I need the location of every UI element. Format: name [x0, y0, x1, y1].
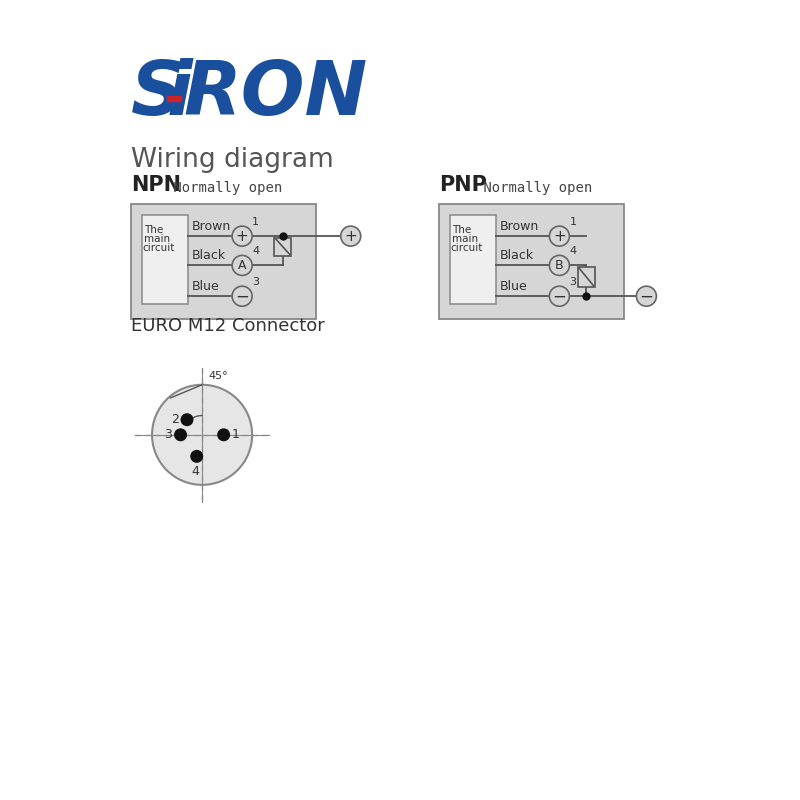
- Text: Brown: Brown: [191, 220, 230, 233]
- Text: Wiring diagram: Wiring diagram: [131, 147, 334, 173]
- Text: The: The: [451, 225, 471, 234]
- Text: Blue: Blue: [499, 280, 527, 293]
- Text: 45°: 45°: [208, 371, 228, 381]
- Text: −: −: [639, 287, 654, 305]
- Text: +: +: [553, 229, 566, 244]
- Bar: [439, 204, 624, 319]
- Text: RON: RON: [184, 58, 368, 130]
- Text: B: B: [555, 259, 564, 272]
- Text: PNP: PNP: [439, 174, 487, 194]
- Bar: [274, 238, 291, 256]
- Text: 3: 3: [570, 277, 576, 287]
- Text: Black: Black: [191, 250, 226, 262]
- Circle shape: [174, 429, 186, 441]
- Text: −: −: [553, 287, 566, 305]
- Text: main: main: [143, 234, 170, 244]
- Circle shape: [550, 286, 570, 306]
- Text: Blue: Blue: [191, 280, 219, 293]
- Text: Normally open: Normally open: [165, 182, 282, 195]
- Bar: [167, 93, 181, 102]
- Text: EURO M12 Connector: EURO M12 Connector: [131, 317, 325, 334]
- Text: 1: 1: [252, 217, 259, 227]
- Text: 1: 1: [570, 217, 576, 227]
- Text: Black: Black: [499, 250, 534, 262]
- Circle shape: [182, 414, 193, 426]
- Circle shape: [341, 226, 361, 246]
- Text: +: +: [344, 229, 357, 244]
- Text: 4: 4: [252, 246, 259, 256]
- Circle shape: [191, 450, 202, 462]
- Bar: [142, 215, 188, 304]
- Circle shape: [232, 255, 252, 275]
- Circle shape: [636, 286, 656, 306]
- Text: 4: 4: [570, 246, 577, 256]
- Bar: [450, 215, 496, 304]
- Text: Normally open: Normally open: [474, 182, 592, 195]
- Text: 3: 3: [252, 277, 259, 287]
- Bar: [131, 204, 316, 319]
- Circle shape: [550, 255, 570, 275]
- Text: S: S: [131, 58, 186, 130]
- Text: 2: 2: [170, 414, 178, 426]
- Bar: [578, 267, 595, 287]
- Text: Brown: Brown: [499, 220, 538, 233]
- Text: main: main: [451, 234, 478, 244]
- Text: 1: 1: [232, 428, 240, 442]
- Text: 4: 4: [191, 465, 199, 478]
- Text: circuit: circuit: [142, 243, 174, 253]
- Circle shape: [232, 286, 252, 306]
- Circle shape: [152, 385, 252, 485]
- Text: circuit: circuit: [450, 243, 482, 253]
- Text: −: −: [235, 287, 249, 305]
- Text: The: The: [143, 225, 163, 234]
- Circle shape: [218, 429, 230, 441]
- Text: 3: 3: [164, 428, 172, 442]
- Text: A: A: [238, 259, 246, 272]
- Circle shape: [232, 226, 252, 246]
- Text: NPN: NPN: [131, 174, 182, 194]
- Circle shape: [550, 226, 570, 246]
- Text: +: +: [236, 229, 249, 244]
- Text: i: i: [166, 58, 193, 130]
